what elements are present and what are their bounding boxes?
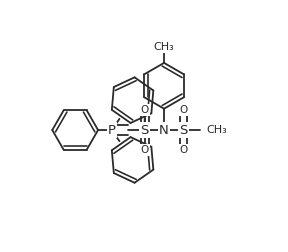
Text: P: P <box>108 123 116 137</box>
Text: O: O <box>179 105 187 115</box>
Text: S: S <box>141 123 149 137</box>
Text: O: O <box>179 145 187 155</box>
Text: O: O <box>141 145 149 155</box>
Text: CH₃: CH₃ <box>207 125 228 135</box>
Text: CH₃: CH₃ <box>154 42 175 52</box>
Text: O: O <box>141 105 149 115</box>
Text: N: N <box>159 123 169 137</box>
Text: S: S <box>179 123 188 137</box>
